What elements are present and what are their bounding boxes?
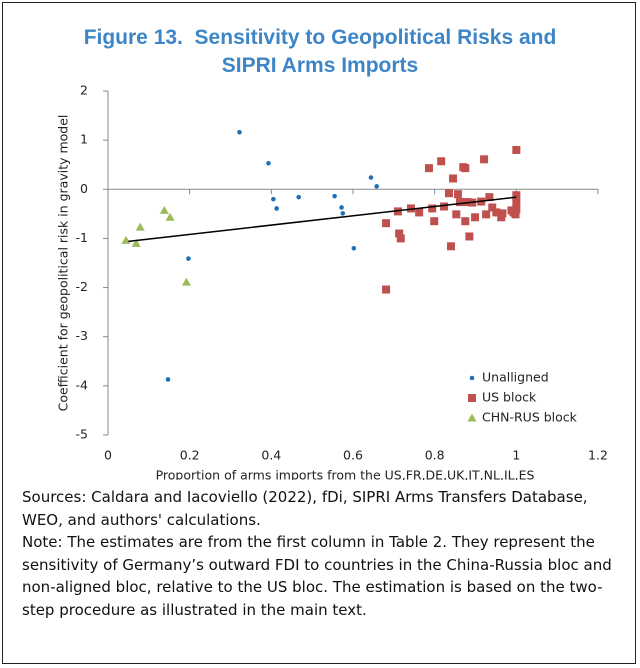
x-tick-label: 1.2: [588, 448, 608, 463]
marker-square: [452, 210, 461, 219]
notes: Sources: Caldara and Iacoviello (2022), …: [22, 486, 618, 621]
x-axis-label: Proportion of arms imports from the US,F…: [156, 468, 535, 481]
marker-dot: [368, 175, 374, 180]
marker-square: [471, 213, 480, 222]
marker-dot: [469, 375, 475, 381]
marker-square: [512, 191, 521, 200]
marker-square: [449, 174, 458, 183]
marker-square: [447, 242, 455, 251]
marker-square: [415, 208, 424, 217]
marker-dot: [339, 205, 344, 210]
marker-square: [461, 217, 470, 226]
marker-dot: [186, 256, 191, 261]
marker-square: [382, 285, 391, 294]
y-tick-label: -5: [76, 427, 88, 442]
marker-triangle: [159, 205, 169, 214]
y-tick-label: 1: [80, 132, 88, 147]
marker-dot: [274, 206, 279, 211]
y-axis-label: Coefficient for geopolitical risk in gra…: [56, 115, 71, 412]
marker-dot: [271, 196, 276, 202]
marker-square: [440, 202, 449, 211]
legend-label: US block: [482, 390, 537, 405]
x-tick-label: 1: [512, 448, 520, 463]
marker-square: [455, 198, 464, 207]
x-tick-label: 0.4: [261, 448, 281, 463]
y-tick-label: -2: [76, 279, 88, 294]
marker-dot: [165, 377, 171, 382]
chart-title: Figure 13. Sensitivity to Geopolitical R…: [83, 26, 563, 77]
y-tick-label: -1: [76, 230, 88, 245]
marker-square: [482, 210, 491, 219]
x-tick-label: 0.2: [180, 448, 200, 463]
marker-square: [492, 208, 501, 217]
y-tick-label: 0: [80, 181, 88, 196]
marker-triangle: [165, 212, 175, 221]
marker-square: [465, 232, 474, 241]
marker-dot: [332, 193, 337, 199]
marker-triangle: [131, 238, 141, 247]
y-tick-label: 2: [80, 83, 88, 98]
marker-dot: [340, 211, 346, 216]
marker-dot: [374, 184, 379, 189]
marker-square: [382, 219, 391, 228]
sources: Sources: Caldara and Iacoviello (2022), …: [22, 488, 588, 529]
x-tick-label: 0: [104, 448, 112, 463]
marker-square: [437, 157, 446, 166]
marker-square: [511, 210, 520, 219]
marker-square: [424, 164, 433, 173]
marker-square: [512, 198, 521, 207]
x-tick-label: 0.6: [343, 448, 363, 463]
marker-square: [461, 164, 470, 173]
marker-dot: [296, 194, 301, 200]
marker-square: [480, 155, 489, 164]
y-tick-label: -3: [76, 328, 88, 343]
marker-square: [396, 234, 405, 243]
marker-square: [488, 203, 497, 212]
note: Note: The estimates are from the first c…: [22, 533, 612, 619]
y-tick-label: -4: [76, 377, 89, 392]
legend-label: Unalligned: [482, 370, 549, 385]
x-tick-label: 0.8: [425, 448, 445, 463]
marker-square: [512, 205, 521, 214]
marker-square: [428, 204, 437, 213]
marker-dot: [266, 160, 271, 166]
marker-square: [512, 145, 521, 154]
marker-triangle: [181, 277, 191, 286]
marker-dot: [237, 129, 242, 135]
marker-square: [430, 217, 439, 226]
marker-square: [485, 193, 494, 202]
marker-square: [498, 209, 507, 218]
marker-square: [395, 229, 404, 238]
marker-dot: [351, 245, 357, 251]
trend-line: [128, 196, 517, 243]
marker-square: [468, 394, 476, 402]
marker-triangle: [135, 222, 145, 231]
marker-square: [453, 190, 462, 199]
marker-triangle: [121, 235, 131, 244]
legend-label: CHN-RUS block: [482, 410, 578, 425]
marker-triangle: [467, 413, 477, 422]
chart: -5 -4 -3 -2 -1 0 1 2 0 0.2 0.4 0.6 0.8 1 1.2 Proportion…: [56, 83, 608, 481]
marker-square: [444, 189, 453, 198]
